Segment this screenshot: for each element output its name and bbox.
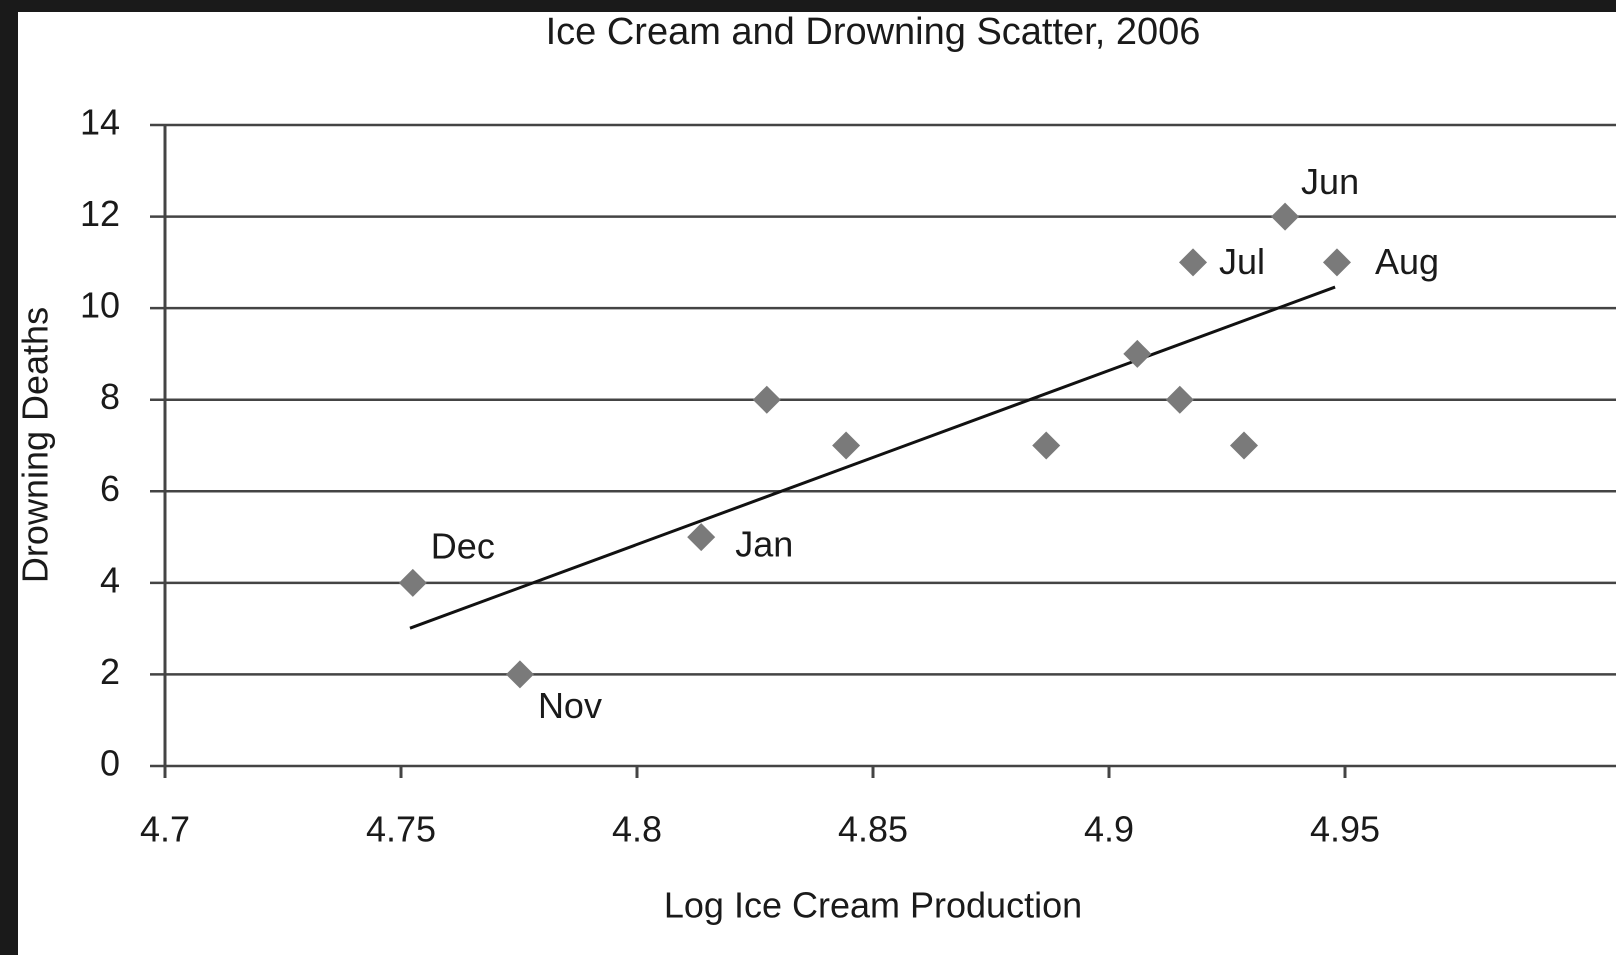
y-tick-label: 14: [80, 102, 120, 143]
point: [1229, 431, 1258, 460]
y-axis-label: Drowning Deaths: [15, 307, 56, 583]
point: [505, 660, 534, 689]
x-tick-label: 4.75: [366, 809, 436, 850]
y-tick-label: 12: [80, 193, 120, 234]
point-label: Jul: [1219, 241, 1265, 282]
y-tick-label: 8: [100, 376, 120, 417]
point: [687, 523, 716, 552]
point: [1032, 431, 1061, 460]
y-tick-label: 4: [100, 559, 120, 600]
x-tick-label: 4.95: [1310, 809, 1380, 850]
x-tick-label: 4.8: [612, 809, 662, 850]
point: [398, 568, 427, 597]
chart-background: [18, 12, 1616, 955]
point: [1322, 248, 1351, 277]
y-tick-label: 6: [100, 468, 120, 509]
point-label: Jan: [735, 524, 793, 565]
point-label: Nov: [538, 685, 602, 726]
chart-title: Ice Cream and Drowning Scatter, 2006: [546, 11, 1201, 53]
point: [1271, 202, 1300, 231]
x-tick-label: 4.85: [838, 809, 908, 850]
point-label: Dec: [431, 525, 495, 566]
y-tick-label: 10: [80, 285, 120, 326]
point: [832, 431, 861, 460]
x-axis-label: Log Ice Cream Production: [664, 885, 1082, 926]
point: [1123, 339, 1152, 368]
y-tick-label: 0: [100, 743, 120, 784]
x-tick-label: 4.9: [1084, 809, 1134, 850]
x-tick-label: 4.7: [140, 809, 190, 850]
point: [1165, 385, 1194, 414]
point: [752, 385, 781, 414]
trendline: [409, 285, 1336, 630]
point-label: Jun: [1301, 161, 1359, 202]
y-tick-label: 2: [100, 651, 120, 692]
point: [1179, 248, 1208, 277]
point-label: Aug: [1375, 241, 1439, 282]
